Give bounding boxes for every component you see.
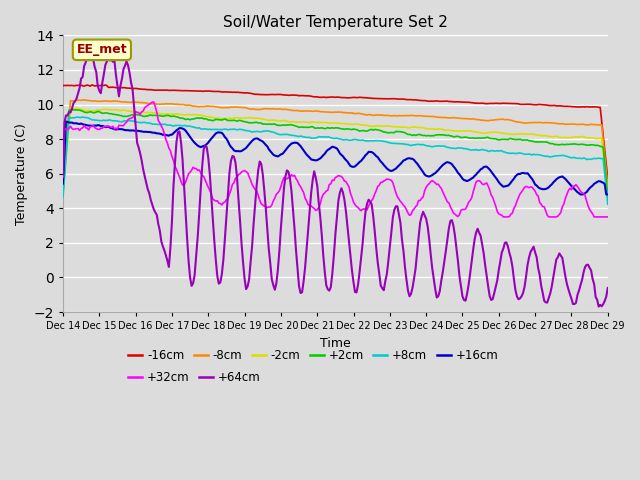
Legend: +32cm, +64cm: +32cm, +64cm [124,367,266,389]
Title: Soil/Water Temperature Set 2: Soil/Water Temperature Set 2 [223,15,448,30]
X-axis label: Time: Time [320,336,351,349]
Y-axis label: Temperature (C): Temperature (C) [15,123,28,225]
Text: EE_met: EE_met [77,43,127,56]
